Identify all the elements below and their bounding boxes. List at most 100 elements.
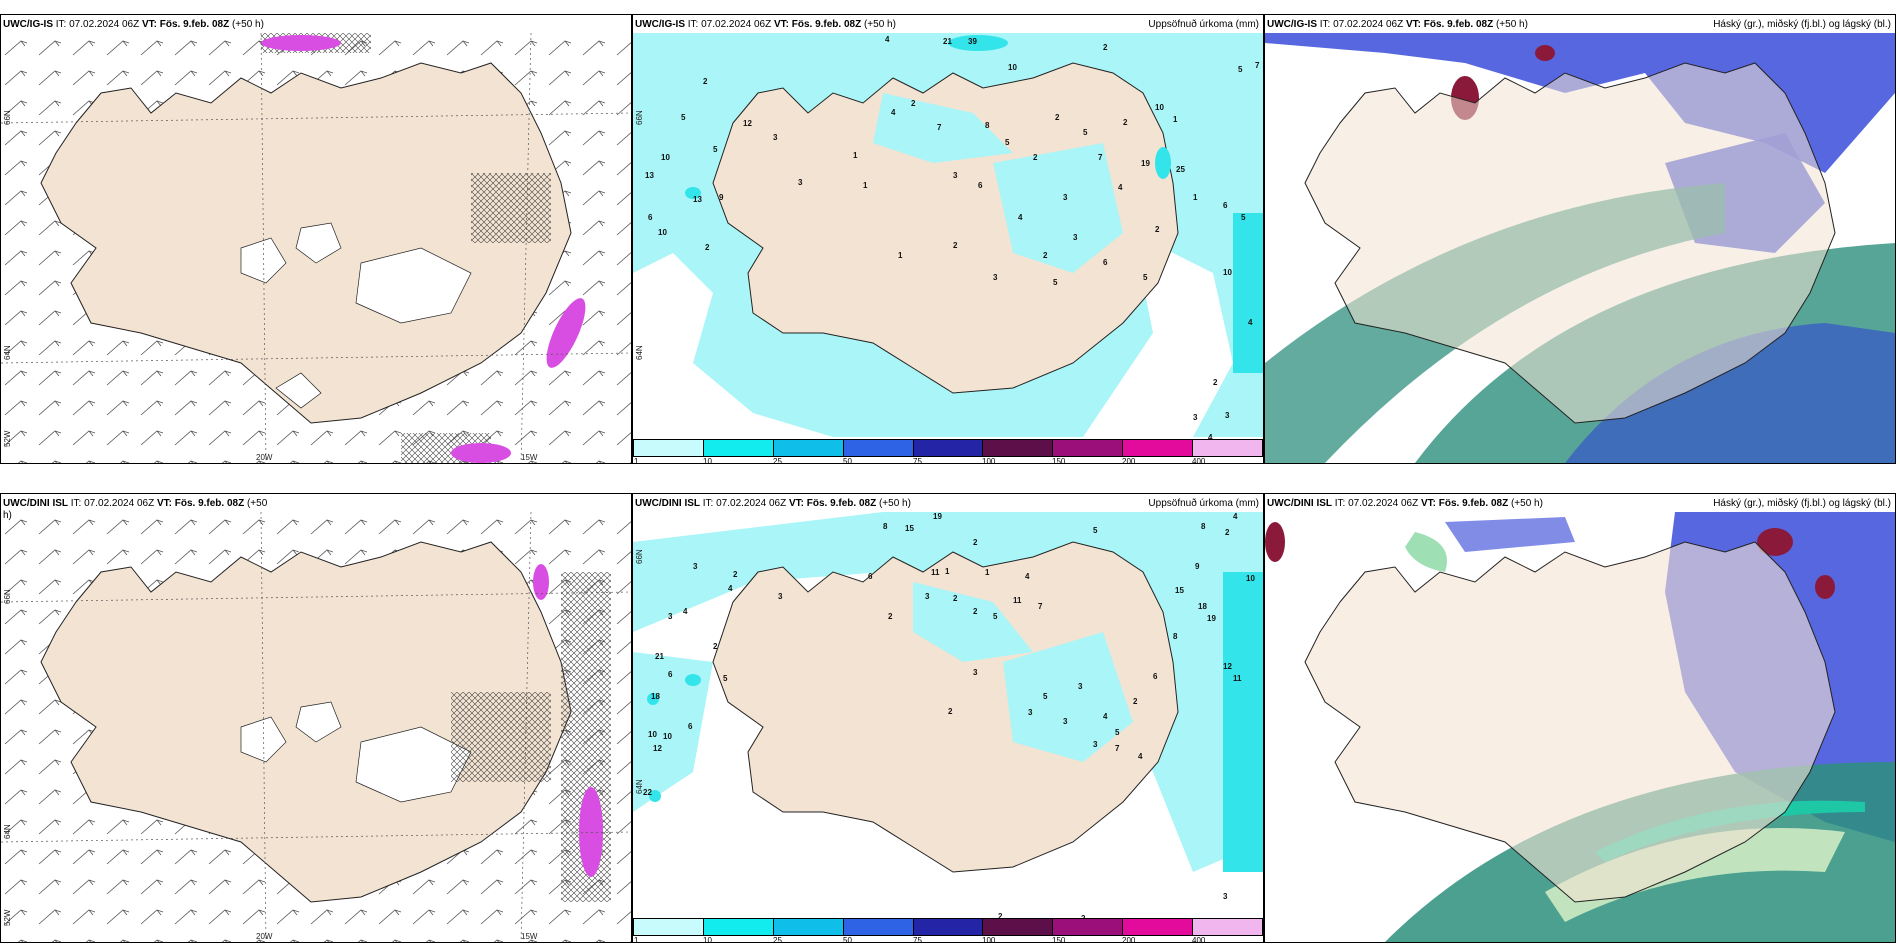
precip-value: 7: [1038, 602, 1043, 611]
precip-value: 7: [1098, 153, 1103, 162]
precip-value: 8: [1173, 632, 1178, 641]
lon-label-15w: 15W: [521, 453, 538, 462]
legend-tick: 10: [703, 457, 712, 464]
legend-swatch: [1193, 440, 1263, 456]
precip-value: 13: [645, 171, 654, 180]
precip-value: 2: [1155, 225, 1160, 234]
map-area: [1265, 512, 1895, 942]
precip-value: 18: [651, 692, 660, 701]
precip-value: 4: [1025, 572, 1030, 581]
legend-tick: 100: [982, 457, 996, 464]
precip-value: 21: [655, 652, 664, 661]
legend-tick: 400: [1192, 457, 1206, 464]
lat-label-64n: 64N: [635, 779, 644, 794]
legend-swatch: [703, 919, 774, 935]
lon-label-20w: 20W: [256, 932, 273, 941]
panel-variable-label: Háský (gr.), miðský (fj.bl.) og lágský (…: [1713, 498, 1891, 509]
legend-swatch: [913, 440, 984, 456]
panel-clouds-bottom: UWC/DINI ISL IT: 07.02.2024 06Z VT: Fös.…: [1264, 493, 1896, 943]
legend-tick: 400: [1192, 936, 1206, 943]
panel-precip-bottom: UWC/DINI ISL IT: 07.02.2024 06Z VT: Fös.…: [632, 493, 1264, 943]
legend-swatch: [843, 919, 914, 935]
precip-value: 5: [681, 113, 686, 122]
precip-value: 3: [925, 592, 930, 601]
precip-value: 2: [911, 99, 916, 108]
panel-title: UWC/IG-IS IT: 07.02.2024 06Z VT: Fös. 9.…: [635, 19, 896, 30]
legend-tick: 25: [773, 457, 782, 464]
legend-tick: 150: [1052, 936, 1066, 943]
precip-value: 3: [1028, 708, 1033, 717]
precip-value: 4: [1233, 512, 1238, 521]
precip-value: 25: [1176, 165, 1185, 174]
precip-value: 6: [868, 572, 873, 581]
precip-value: 4: [1018, 213, 1023, 222]
precip-value: 3: [1073, 233, 1078, 242]
precip-value: 15: [905, 524, 914, 533]
precip-value: 3: [1223, 892, 1228, 901]
precip-value: 5: [1005, 138, 1010, 147]
panel-variable-label: Uppsöfnuð úrkoma (mm): [1148, 19, 1259, 30]
precip-value: 39: [968, 37, 977, 46]
map-area: 8 15 19 2 5 3 2 11 8 4 2 6 4 3 1 4 7 11 …: [633, 512, 1263, 923]
panel-clouds-top: UWC/IG-IS IT: 07.02.2024 06Z VT: Fös. 9.…: [1264, 14, 1896, 464]
precip-value: 5: [1053, 278, 1058, 287]
wind-map: [1, 512, 631, 942]
legend-tick: 150: [1052, 457, 1066, 464]
precip-value: 3: [1093, 740, 1098, 749]
panel-title: UWC/IG-IS IT: 07.02.2024 06Z VT: Fös. 9.…: [3, 19, 264, 30]
precip-value: 4: [1138, 752, 1143, 761]
cloud-map: [1265, 512, 1895, 942]
precip-value: 2: [1225, 528, 1230, 537]
precip-value: 5: [1143, 273, 1148, 282]
precip-value: 5: [1115, 728, 1120, 737]
legend-swatch: [773, 440, 844, 456]
precip-value: 7: [1115, 744, 1120, 753]
precip-value: 2: [953, 241, 958, 250]
lon-label-20w: 20W: [256, 453, 273, 462]
precip-value: 2: [1033, 153, 1038, 162]
wind-map: [1, 33, 631, 463]
precip-value: 8: [883, 522, 888, 531]
precip-value: 2: [998, 912, 1003, 921]
panel-wind-bottom: UWC/DINI ISL IT: 07.02.2024 06Z VT: Fös.…: [0, 493, 632, 943]
precip-value: 5: [1241, 213, 1246, 222]
map-area: 4 21 39 2 10 5 7 2 5 12 3 5 10 13 6 9 13…: [633, 33, 1263, 454]
precip-value: 10: [663, 732, 672, 741]
legend-swatch: [983, 440, 1054, 456]
lat-label-64n: 64N: [635, 345, 644, 360]
precip-value: 3: [1193, 413, 1198, 422]
precip-value: 4: [683, 607, 688, 616]
precip-value: 1: [1173, 115, 1178, 124]
precip-value: 8: [985, 121, 990, 130]
precip-value: 13: [693, 195, 702, 204]
precip-value: 3: [1063, 193, 1068, 202]
precip-value: 6: [1223, 201, 1228, 210]
precip-value: 4: [885, 35, 890, 44]
lat-label-66n: 66N: [635, 549, 644, 564]
map-area: [1, 512, 631, 942]
legend-tick: 100: [982, 936, 996, 943]
precip-legend: 1 10 25 50 75 100 150 200 400: [633, 918, 1263, 942]
precip-value: 12: [653, 744, 662, 753]
precip-value: 3: [973, 668, 978, 677]
lat-label-66n: 66N: [3, 110, 12, 125]
precip-value: 4: [1118, 183, 1123, 192]
precip-value: 2: [973, 607, 978, 616]
precip-value: 18: [1198, 602, 1207, 611]
legend-tick: 1: [634, 457, 639, 464]
precip-value: 6: [668, 670, 673, 679]
legend-swatch: [1053, 440, 1124, 456]
precip-value: 2: [1213, 378, 1218, 387]
legend-swatch: [634, 919, 704, 935]
precip-value: 2: [953, 594, 958, 603]
legend-color-bar: [633, 439, 1263, 457]
lat-label-66n: 66N: [3, 589, 12, 604]
precip-value: 5: [723, 674, 728, 683]
precip-value: 2: [1133, 697, 1138, 706]
legend-ticks: 1 10 25 50 75 100 150 200 400: [633, 457, 1263, 464]
precip-value: 2: [733, 570, 738, 579]
precip-value: 11: [1013, 596, 1022, 605]
legend-swatch: [983, 919, 1054, 935]
legend-tick: 75: [913, 936, 922, 943]
precip-value: 8: [1201, 522, 1206, 531]
